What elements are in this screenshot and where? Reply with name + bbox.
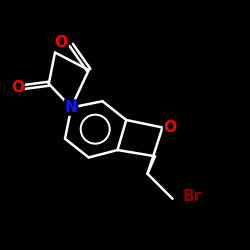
Text: N: N: [65, 100, 78, 115]
Text: O: O: [55, 35, 68, 50]
Text: O: O: [11, 80, 24, 95]
Text: Br: Br: [182, 189, 202, 204]
Text: O: O: [164, 120, 176, 135]
